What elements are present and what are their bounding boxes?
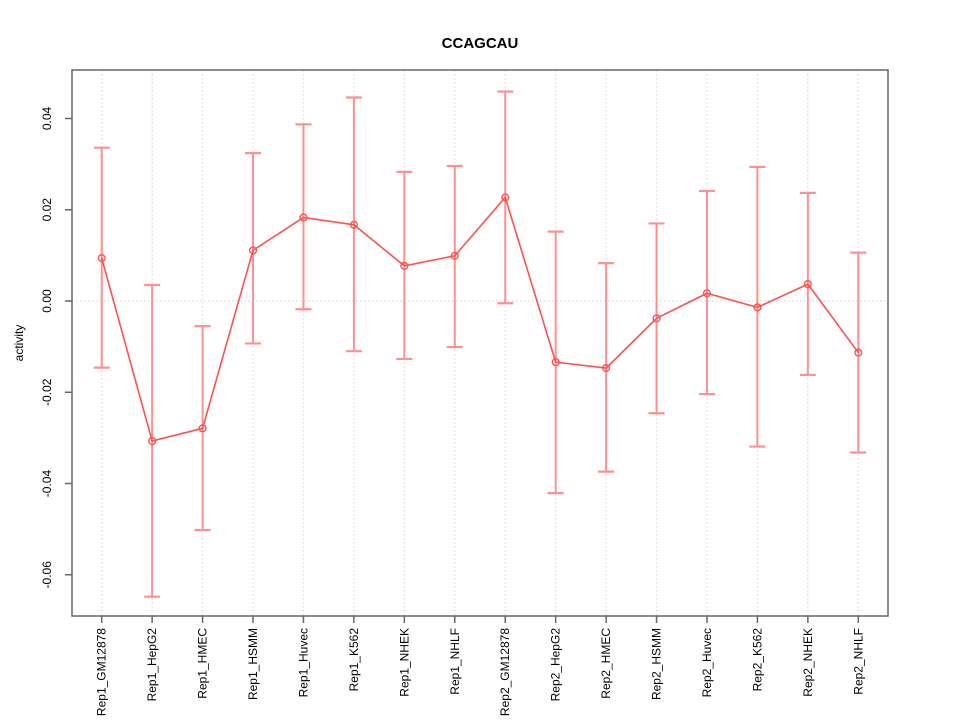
x-tick-label: Rep1_NHLF [448,628,462,695]
data-point [349,220,359,229]
data-point [652,314,661,323]
x-tick-label: Rep1_HMEC [196,628,210,699]
data-point [854,348,863,357]
data-point [702,289,712,298]
data-point [97,254,106,263]
y-tick-label: 0.00 [40,289,54,313]
x-tick-label: Rep1_NHEK [397,628,411,697]
x-tick-label: Rep1_GM12878 [95,628,109,716]
x-tick-label: Rep2_GM12878 [498,628,512,716]
data-point [248,246,258,255]
data-point [551,358,560,367]
x-tick-label: Rep1_K562 [347,628,361,692]
y-tick-label: -0.04 [40,470,54,498]
data-point [148,436,157,446]
data-point [601,363,611,373]
data-line [100,195,859,443]
chart-title: CCAGCAU [442,35,519,52]
x-tick-label: Rep2_NHEK [801,628,815,697]
y-tick-label: 0.04 [40,106,54,130]
plot-frame [71,69,889,617]
y-axis-label: activity [12,325,26,362]
y-tick-label: -0.02 [40,378,54,406]
data-point [400,261,409,270]
x-tick-label: Rep1_HepG2 [145,628,159,702]
plot-area: 0.04 0.02 0.00 -0.02 -0.04 -0.06 Rep1_GM12878 R… [40,69,889,716]
data-point [803,280,812,289]
x-tick-label: Rep1_HSMM [246,628,260,700]
data-point [753,303,762,312]
x-tick-label: Rep2_NHLF [851,628,865,695]
data-point [450,251,459,260]
data-point [299,213,308,222]
y-tick-label: -0.06 [40,561,54,589]
x-tick-label: Rep2_HSMM [650,628,664,700]
data-point [198,424,207,433]
data-point [501,193,510,202]
y-tick-label: 0.02 [40,198,54,222]
x-tick-label: Rep1_Huvec [296,628,310,697]
x-tick-label: Rep2_Huvec [700,628,714,697]
x-tick-label: Rep2_HepG2 [549,628,563,702]
x-tick-label: Rep2_HMEC [599,628,613,699]
x-tick-label: Rep2_K562 [750,628,764,692]
